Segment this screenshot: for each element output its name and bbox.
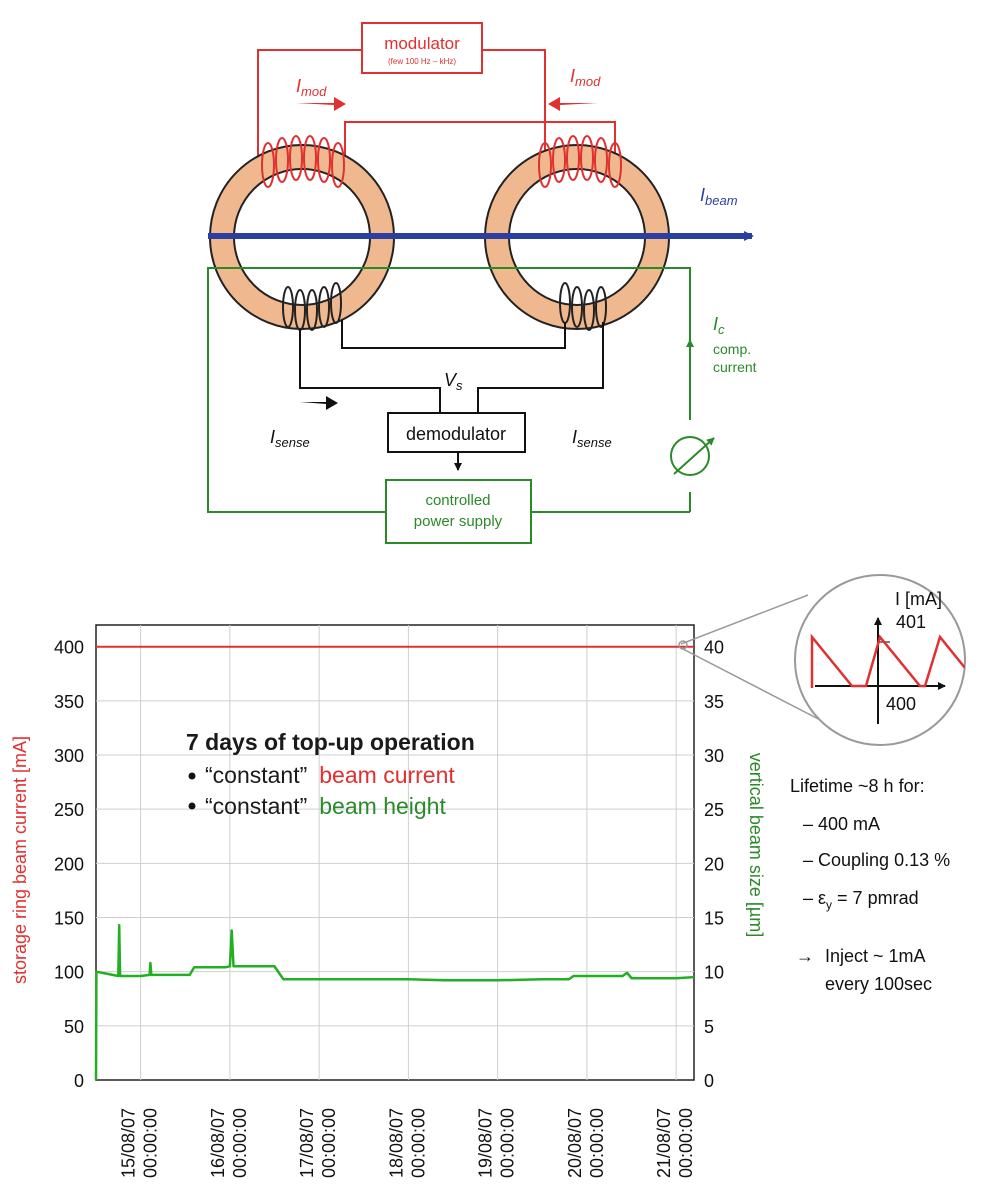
power-supply-line1: controlled bbox=[425, 492, 490, 509]
isense-left-label: Isense bbox=[270, 427, 310, 450]
x-tick-time: 00:00:00 bbox=[498, 1108, 518, 1178]
zoom-connector-top bbox=[680, 594, 809, 645]
left-tick-label: 150 bbox=[54, 909, 84, 929]
right-axis-label: vertical beam size [µm] bbox=[746, 753, 766, 937]
x-tick-date: 20/08/07 bbox=[565, 1108, 585, 1178]
annotation-bullet-1 bbox=[188, 772, 196, 780]
demodulator-box bbox=[387, 412, 526, 453]
isense-right-label: Isense bbox=[572, 427, 612, 450]
left-tick-label: 100 bbox=[54, 963, 84, 983]
imod-left-label: Imod bbox=[296, 76, 327, 99]
annotation-bullet-2 bbox=[188, 802, 196, 810]
ic-label: Ic bbox=[713, 314, 725, 337]
right-tick-label: 35 bbox=[704, 692, 724, 712]
right-tick-label: 10 bbox=[704, 963, 724, 983]
right-tick-label: 40 bbox=[704, 638, 724, 658]
modulator-box bbox=[361, 22, 483, 74]
inset-sawtooth-line bbox=[810, 633, 965, 688]
x-tick-date: 17/08/07 bbox=[297, 1108, 317, 1178]
right-tick-label: 15 bbox=[704, 909, 724, 929]
modulation-winding-right bbox=[538, 135, 622, 188]
zoom-inset: I [mA] 401 400 bbox=[678, 574, 966, 746]
left-axis-ticks: 0 50 100 150 200 250 300 350 400 bbox=[54, 638, 84, 1091]
imod-left-arrow bbox=[296, 97, 346, 111]
inject-arrow: → bbox=[796, 946, 814, 966]
x-tick-date: 15/08/07 bbox=[119, 1108, 139, 1178]
zoom-connector-bottom bbox=[680, 647, 829, 725]
transformer-diagram: modulator (few 100 Hz – kHz) Imod Imod bbox=[207, 22, 757, 544]
left-tick-label: 300 bbox=[54, 746, 84, 766]
imod-right-arrow bbox=[548, 97, 598, 111]
notes-item-3: – εy = 7 pmrad bbox=[803, 888, 919, 912]
ibeam-label: Ibeam bbox=[700, 185, 738, 208]
notes-title: Lifetime ~8 h for: bbox=[790, 776, 925, 796]
left-tick-label: 400 bbox=[54, 638, 84, 658]
inset-tick-bottom-label: 400 bbox=[886, 694, 916, 714]
series-beam-height bbox=[94, 923, 695, 1081]
inset-tick-top-label: 401 bbox=[896, 612, 926, 632]
x-tick-date: 16/08/07 bbox=[208, 1108, 228, 1178]
right-tick-label: 5 bbox=[704, 1017, 714, 1037]
compensation-wiring bbox=[207, 267, 694, 513]
isense-arrow bbox=[300, 396, 338, 410]
series-layer bbox=[94, 645, 695, 1081]
right-tick-label: 30 bbox=[704, 746, 724, 766]
zoom-origin-marker bbox=[678, 640, 688, 650]
vs-label: Vs bbox=[444, 370, 463, 393]
inset-ylabel: I [mA] bbox=[895, 589, 942, 609]
current-source-symbol bbox=[670, 436, 715, 476]
notes-inject-line1: Inject ~ 1mA bbox=[825, 946, 926, 966]
power-supply-line2: power supply bbox=[414, 513, 503, 530]
demodulator-label: demodulator bbox=[406, 424, 506, 444]
ic-note-line2: current bbox=[713, 359, 757, 375]
x-tick-date: 21/08/07 bbox=[654, 1108, 674, 1178]
right-axis-ticks: 0 5 10 15 20 25 30 35 40 bbox=[704, 638, 724, 1091]
notes-inject-line2: every 100sec bbox=[825, 974, 932, 994]
x-tick-time: 00:00:00 bbox=[230, 1108, 250, 1178]
x-tick-time: 00:00:00 bbox=[408, 1108, 428, 1178]
right-tick-label: 0 bbox=[704, 1071, 714, 1091]
notes-item-1: – 400 mA bbox=[803, 814, 880, 834]
plot-area bbox=[95, 624, 695, 1081]
left-axis-label: storage ring beam current [mA] bbox=[10, 736, 30, 984]
modulator-label: modulator bbox=[384, 34, 460, 53]
modulator-wiring bbox=[257, 49, 616, 160]
x-tick-date: 18/08/07 bbox=[386, 1108, 406, 1178]
lifetime-notes: Lifetime ~8 h for: – 400 mA – Coupling 0… bbox=[790, 776, 950, 994]
notes-item-2: – Coupling 0.13 % bbox=[803, 850, 950, 870]
annotation-line-1: “constant” beam current bbox=[205, 762, 455, 788]
x-tick-time: 00:00:00 bbox=[676, 1108, 696, 1178]
top-up-chart: 0 50 100 150 200 250 300 350 400 0 5 10 15 20 25 30 35 4… bbox=[10, 624, 766, 1178]
left-tick-label: 50 bbox=[64, 1017, 84, 1037]
sense-wiring bbox=[299, 320, 604, 471]
annotation-title: 7 days of top-up operation bbox=[186, 729, 475, 755]
x-tick-date: 19/08/07 bbox=[476, 1108, 496, 1178]
sense-winding-left bbox=[282, 282, 342, 331]
right-tick-label: 20 bbox=[704, 854, 724, 874]
imod-right-label: Imod bbox=[570, 66, 601, 89]
left-tick-label: 350 bbox=[54, 692, 84, 712]
left-tick-label: 0 bbox=[74, 1071, 84, 1091]
right-tick-label: 25 bbox=[704, 800, 724, 820]
x-axis-ticks: 15/08/07 00:00:00 16/08/07 00:00:00 17/08/07… bbox=[119, 1108, 697, 1178]
x-tick-time: 00:00:00 bbox=[319, 1108, 339, 1178]
ic-note-line1: comp. bbox=[713, 341, 751, 357]
inset-circle bbox=[794, 574, 966, 746]
x-tick-time: 00:00:00 bbox=[141, 1108, 161, 1178]
left-tick-label: 200 bbox=[54, 854, 84, 874]
power-supply-box bbox=[385, 479, 532, 544]
modulator-frequency: (few 100 Hz – kHz) bbox=[388, 57, 456, 66]
modulation-winding-left bbox=[261, 135, 345, 188]
x-tick-time: 00:00:00 bbox=[587, 1108, 607, 1178]
annotation-line-2: “constant” beam height bbox=[205, 793, 446, 819]
left-tick-label: 250 bbox=[54, 800, 84, 820]
